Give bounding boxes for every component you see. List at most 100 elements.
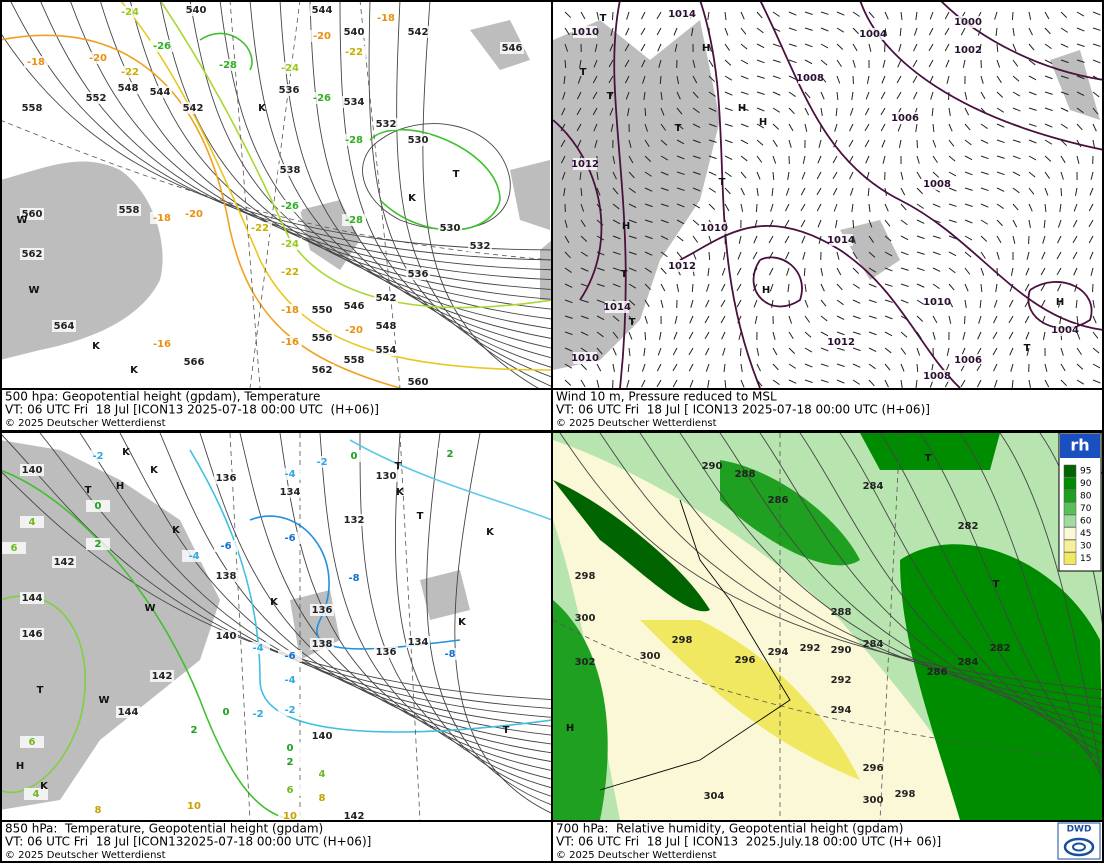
height-label: 292 [831, 675, 852, 686]
height-label: 282 [990, 643, 1011, 654]
legend-level: 95 [1080, 467, 1091, 477]
height-label: 566 [184, 357, 205, 368]
height-label: 548 [118, 83, 139, 94]
height-label: 300 [863, 795, 884, 806]
temperature-label: -8 [348, 573, 359, 584]
map-marker: H [738, 103, 746, 114]
height-label: 546 [344, 301, 365, 312]
temperature-label: -6 [220, 541, 231, 552]
map-marker: T [503, 725, 510, 736]
pressure-label: 1014 [827, 235, 855, 246]
map-marker: T [580, 67, 587, 78]
height-label: 540 [344, 27, 365, 38]
height-label: 146 [22, 629, 43, 640]
map-marker: T [675, 123, 682, 134]
wind-barb [645, 108, 646, 116]
height-label: 300 [575, 613, 596, 624]
temperature-label: -6 [284, 533, 295, 544]
temperature-label: -24 [281, 239, 299, 250]
temperature-label: 2 [95, 539, 102, 550]
height-label: 532 [470, 241, 491, 252]
height-label: 136 [216, 473, 237, 484]
map-marker: K [122, 447, 131, 458]
temperature-label: 4 [33, 789, 40, 800]
height-label: 530 [440, 223, 461, 234]
wind-barb [565, 60, 566, 68]
height-label: 302 [575, 657, 596, 668]
map-marker: T [629, 317, 636, 328]
caption-time: VT: 06 UTC Fri 18 Jul [ ICON13 2025-07-1… [556, 403, 930, 417]
map-marker: T [85, 485, 92, 496]
temperature-label: -28 [345, 215, 363, 226]
caption-title: 850 hPa: Temperature, Geopotential heigh… [5, 822, 323, 836]
temperature-label: -4 [188, 551, 199, 562]
height-label: 304 [704, 791, 725, 802]
height-label: 298 [575, 571, 596, 582]
temperature-label: -22 [251, 223, 269, 234]
caption-title: 500 hpa: Geopotential height (gpdam), Te… [5, 390, 320, 404]
map-marker: H [762, 285, 770, 296]
caption-copyright: © 2025 Deutscher Wetterdienst [556, 418, 717, 429]
pressure-label: 1000 [954, 17, 982, 28]
height-label: 538 [280, 165, 301, 176]
temperature-label: -2 [252, 709, 263, 720]
map-marker: K [396, 487, 405, 498]
temperature-label: 0 [95, 501, 102, 512]
wind-barb [692, 284, 693, 292]
temperature-label: 6 [29, 737, 36, 748]
height-label: 536 [408, 269, 429, 280]
temperature-label: 2 [191, 725, 198, 736]
height-label: 544 [150, 87, 171, 98]
height-label: 132 [344, 515, 365, 526]
map-marker: W [16, 215, 27, 226]
height-label: 298 [895, 789, 916, 800]
pressure-label: 1010 [571, 27, 599, 38]
height-label: 282 [958, 521, 979, 532]
map-marker: K [258, 103, 267, 114]
temperature-label: -26 [313, 93, 331, 104]
height-label: 298 [672, 635, 693, 646]
temperature-label: 2 [447, 449, 454, 460]
height-label: 138 [312, 639, 333, 650]
height-label: 288 [831, 607, 852, 618]
map-marker: H [759, 117, 767, 128]
temperature-label: -4 [284, 675, 295, 686]
pressure-label: 1012 [827, 337, 855, 348]
height-label: 562 [22, 249, 43, 260]
temperature-label: 6 [287, 785, 294, 796]
pressure-label: 1004 [1051, 325, 1079, 336]
temperature-label: -24 [121, 7, 139, 18]
height-label: 284 [863, 639, 884, 650]
height-label: 560 [408, 377, 429, 388]
pressure-label: 1014 [668, 9, 696, 20]
temperature-label: 0 [223, 707, 230, 718]
map-marker: W [98, 695, 109, 706]
height-label: 290 [831, 645, 852, 656]
caption-title: Wind 10 m, Pressure reduced to MSL [556, 390, 777, 404]
pressure-label: 1010 [923, 297, 951, 308]
height-label: 140 [216, 631, 237, 642]
height-label: 558 [22, 103, 43, 114]
caption-time: VT: 06 UTC Fri 18 Jul [ ICON13 2025.July… [556, 835, 941, 849]
temperature-label: -4 [252, 643, 263, 654]
height-label: 532 [376, 119, 397, 130]
dwd-logo: DWD [1058, 823, 1100, 859]
height-label: 556 [312, 333, 333, 344]
wind-barb [740, 348, 741, 356]
map-marker: T [453, 169, 460, 180]
temperature-label: -20 [313, 31, 331, 42]
map-marker: K [458, 617, 467, 628]
map-marker: H [622, 221, 630, 232]
height-label: 552 [86, 93, 107, 104]
legend-swatch [1064, 528, 1076, 540]
pressure-label: 1008 [923, 179, 951, 190]
wind-barb [1012, 12, 1013, 20]
map-marker: K [270, 597, 279, 608]
pressure-label: 1010 [700, 223, 728, 234]
legend-swatch [1064, 540, 1076, 552]
map-marker: K [486, 527, 495, 538]
map-marker: H [16, 761, 24, 772]
temperature-label: 0 [351, 451, 358, 462]
legend-level: 45 [1080, 529, 1091, 539]
